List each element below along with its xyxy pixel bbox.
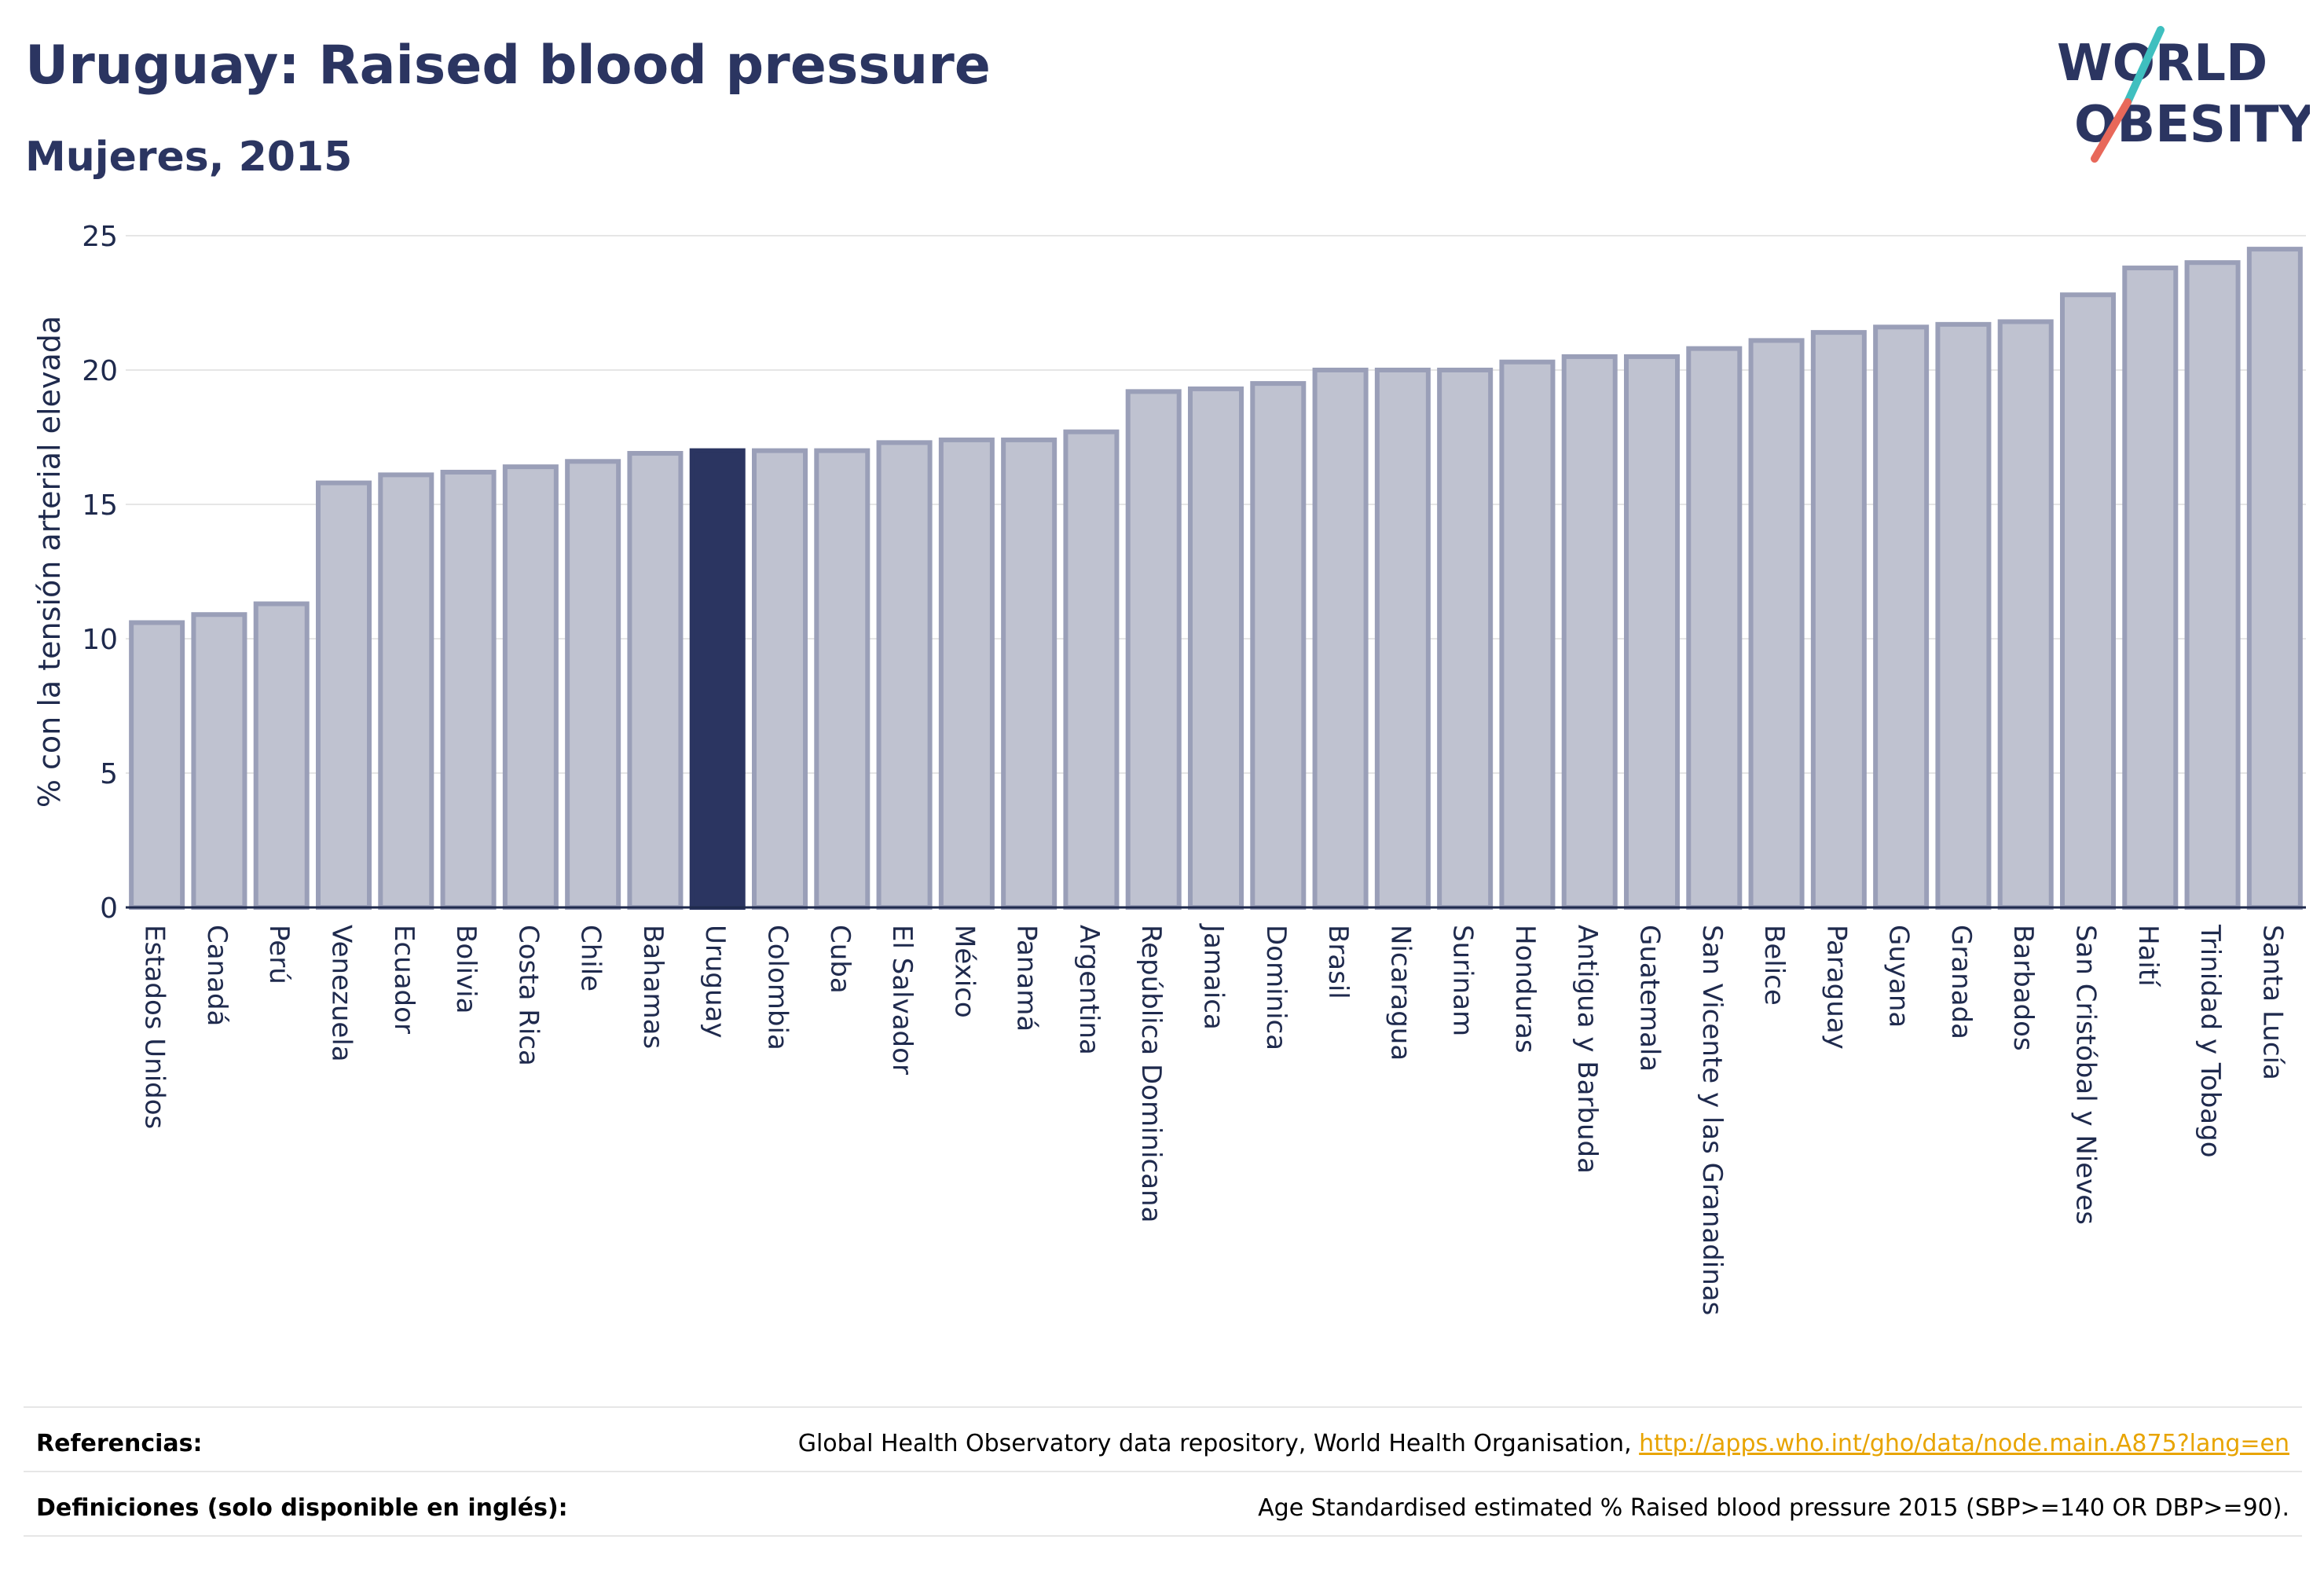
definitions-row: Definiciones (solo disponible en inglés)…	[24, 1471, 2302, 1537]
bar-paraguay	[1810, 330, 1867, 910]
x-tick-label: Jamaica	[1198, 923, 1230, 1030]
x-tick-label: Antigua y Barbuda	[1571, 925, 1603, 1174]
x-tick-label: Brasil	[1322, 925, 1354, 999]
bar-costa-rica	[502, 464, 559, 910]
x-tick-label: Nicaragua	[1384, 925, 1416, 1061]
bar-panamá	[1001, 437, 1058, 910]
y-tick-label: 15	[82, 489, 118, 522]
x-tick-label: Trinidad y Tobago	[2194, 924, 2226, 1158]
bar-brasil	[1312, 368, 1369, 910]
x-tick-label: Honduras	[1509, 925, 1541, 1054]
bar-jamaica	[1187, 386, 1244, 910]
x-tick-label: República Dominicana	[1135, 925, 1167, 1222]
x-tick-label: Dominica	[1260, 925, 1292, 1050]
definitions-label: Definiciones (solo disponible en inglés)…	[36, 1494, 568, 1522]
bar-uruguay	[689, 448, 746, 910]
y-tick-label: 10	[82, 624, 118, 656]
bar-barbados	[1997, 319, 2054, 910]
y-tick-label: 0	[100, 892, 118, 925]
bar-estados-unidos	[129, 620, 185, 910]
bar-argentina	[1063, 429, 1120, 910]
bar-guyana	[1873, 324, 1930, 910]
x-tick-label: Estados Unidos	[139, 925, 170, 1129]
x-tick-label: Perú	[263, 925, 295, 984]
bar-cuba	[814, 448, 871, 910]
bar-santa-lucía	[2246, 247, 2303, 911]
definitions-text: Age Standardised estimated % Raised bloo…	[1258, 1494, 2289, 1522]
bar-chile	[565, 459, 621, 910]
bar-méxico	[938, 437, 995, 910]
bar-nicaragua	[1374, 368, 1431, 910]
references-label: Referencias:	[36, 1430, 203, 1457]
x-tick-label: Ecuador	[388, 925, 420, 1034]
x-tick-label: San Vicente y las Granadinas	[1696, 925, 1728, 1315]
bar-guatemala	[1623, 354, 1681, 910]
x-tick-label: Chile	[575, 925, 607, 991]
bar-san-vicente-y-las-granadinas	[1686, 346, 1743, 910]
bar-colombia	[751, 448, 808, 910]
x-tick-label: Guatemala	[1634, 925, 1666, 1072]
bar-bolivia	[440, 469, 497, 910]
y-tick-label: 20	[82, 355, 118, 387]
x-tick-label: Costa Rica	[512, 925, 544, 1066]
bar-venezuela	[315, 480, 372, 910]
bar-ecuador	[378, 472, 434, 910]
references-link[interactable]: http://apps.who.int/gho/data/node.main.A…	[1639, 1430, 2289, 1457]
bar-san-cristóbal-y-nieves	[2059, 292, 2117, 910]
bar-surinam	[1437, 368, 1494, 910]
x-tick-label: Panamá	[1011, 925, 1043, 1032]
x-tick-label: Granada	[1945, 925, 1977, 1039]
x-tick-label: Surinam	[1447, 925, 1479, 1036]
x-tick-label: Barbados	[2007, 925, 2039, 1051]
bar-bahamas	[627, 451, 684, 910]
y-tick-label: 25	[82, 221, 118, 253]
x-tick-label: México	[948, 925, 980, 1018]
x-tick-label: Uruguay	[699, 925, 731, 1039]
bar-trinidad-y-tobago	[2184, 260, 2241, 910]
chart-title: Uruguay: Raised blood pressure	[25, 35, 991, 97]
references-text: Global Health Observatory data repositor…	[797, 1430, 1640, 1457]
x-tick-label: Santa Lucía	[2256, 925, 2288, 1080]
bar-belice	[1748, 338, 1805, 910]
footer-bottom-divider	[24, 1535, 2302, 1537]
bar-canadá	[191, 612, 247, 910]
bar-haití	[2122, 266, 2179, 911]
logo-text-world: WORLD	[2057, 35, 2267, 93]
x-tick-label: El Salvador	[886, 925, 918, 1075]
x-tick-label: Cuba	[824, 925, 856, 994]
x-tick-label: Bolivia	[450, 925, 482, 1013]
bar-perú	[253, 601, 310, 910]
chart-subtitle: Mujeres, 2015	[25, 134, 353, 181]
references-value: Global Health Observatory data repositor…	[798, 1430, 2289, 1457]
references-row: Referencias: Global Health Observatory d…	[24, 1406, 2302, 1472]
x-tick-label: Paraguay	[1820, 925, 1852, 1050]
y-tick-labels: 0 5 10 15 20 25	[82, 221, 118, 925]
bar-honduras	[1499, 359, 1556, 910]
x-tick-label: Venezuela	[326, 925, 357, 1062]
logo-slash-teal	[2124, 26, 2165, 106]
x-tick-label: Colombia	[762, 925, 794, 1050]
x-tick-label: Bahamas	[637, 925, 669, 1049]
bar-chart: 0 5 10 15 20 25 Estados Unidos Canadá Perú Venez…	[32, 221, 2306, 1315]
y-axis-label: % con la tensión arterial elevada	[32, 316, 67, 808]
bar-república-dominicana	[1125, 389, 1182, 910]
x-tick-label: San Cristóbal y Nieves	[2070, 925, 2102, 1225]
bars	[129, 247, 2303, 911]
bar-granada	[1935, 321, 1992, 910]
x-tick-label: Haití	[2132, 925, 2164, 988]
x-tick-label: Belice	[1758, 925, 1790, 1006]
y-tick-label: 5	[100, 758, 118, 790]
bar-el-salvador	[876, 440, 933, 910]
x-tick-label: Canadá	[201, 925, 233, 1026]
x-tick-labels: Estados Unidos Canadá Perú Venezuela Ecuador…	[139, 923, 2289, 1315]
bar-antigua-y-barbuda	[1561, 354, 1618, 910]
x-tick-label: Guyana	[1883, 925, 1915, 1028]
world-obesity-logo: WORLD OBESITY	[2057, 26, 2310, 163]
bar-dominica	[1250, 381, 1307, 911]
logo-slash-red	[2091, 98, 2132, 163]
x-tick-label: Argentina	[1073, 925, 1105, 1055]
